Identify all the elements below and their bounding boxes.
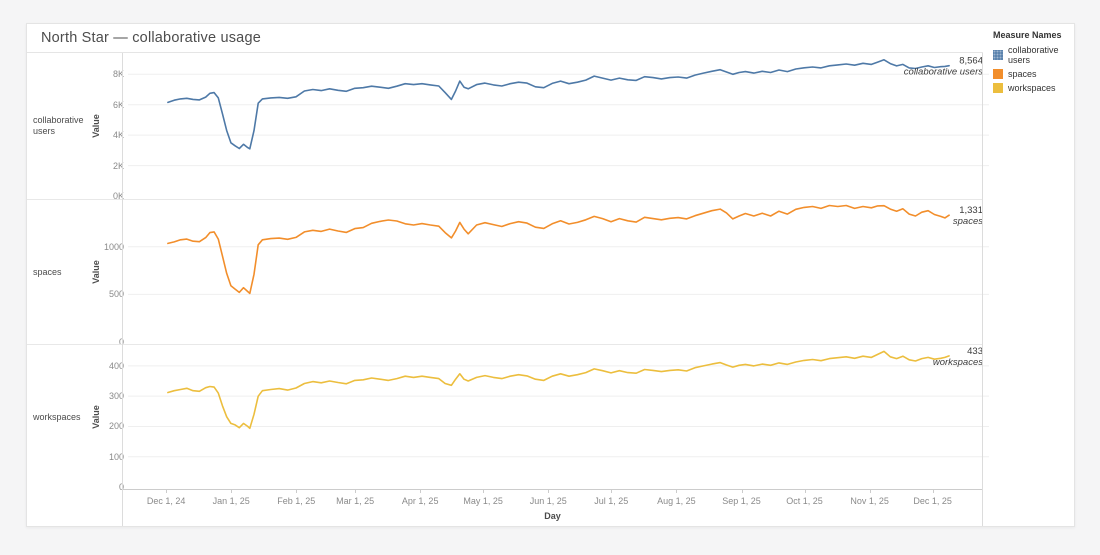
x-tick-label: Jul 1, 25 [594,496,629,506]
x-tick-mark [611,489,613,493]
row-label: workspaces [33,411,81,422]
x-tick-label: Aug 1, 25 [657,496,696,506]
legend-item-spaces[interactable]: spaces [993,69,1074,79]
x-tick-label: Jun 1, 25 [529,496,567,506]
x-tick-mark [869,489,871,493]
chart-row-collaborative-users: collaborative users Value 0K 2K 4K 6K 8K 8,564 c… [27,53,989,201]
dashboard-card: North Star — collaborative usage collabo… [26,23,1075,527]
x-tick-label: Feb 1, 25 [277,496,316,506]
y-tick-label: 2K [112,160,124,171]
x-tick-label: Dec 1, 25 [913,496,952,506]
legend-item-workspaces[interactable]: workspaces [993,83,1074,93]
y-axis-title: Value [91,114,101,138]
legend-item-collaborative-users[interactable]: collaborative users [993,45,1074,65]
end-series-name-label: workspaces [933,357,983,368]
y-axis-title: Value [91,260,101,284]
title-bar: North Star — collaborative usage [27,24,983,53]
y-tick-label: 0 [119,482,124,492]
y-tick-label: 1000 [103,241,124,252]
charts-area: collaborative users Value 0K 2K 4K 6K 8K 8,564 c… [27,53,989,492]
x-axis: Dec 1, 24 Jan 1, 25 Feb 1, 25 Mar 1, 25 Apr … [27,489,983,528]
legend: Measure Names collaborative users spaces w… [983,24,1074,526]
x-tick-mark [804,489,806,493]
y-tick-label: 6K [112,99,124,110]
plot-area-collaborative-users[interactable]: 8,564 collaborative users [128,53,989,199]
legend-item-label: spaces [1008,69,1037,79]
y-tick-label: 4K [112,130,124,141]
x-tick-mark [166,489,168,493]
x-tick-mark [296,489,298,493]
legend-swatch-icon [993,50,1003,60]
legend-swatch-icon [993,83,1003,93]
x-tick-label: Mar 1, 25 [336,496,375,506]
x-tick-label: May 1, 25 [463,496,503,506]
row-label: spaces [33,266,62,277]
x-tick-label: Oct 1, 25 [786,496,823,506]
legend-title: Measure Names [993,30,1062,40]
x-tick-label: Apr 1, 25 [401,496,439,506]
y-tick-label: 400 [108,360,124,371]
chart-row-workspaces: workspacesValue0100200300400433workspace… [27,344,989,492]
x-tick-mark [548,489,550,493]
legend-swatch-icon [993,69,1003,79]
y-tick-labels: 0 500 1000 [103,200,128,347]
x-axis-title: Day [544,511,561,521]
series-line-spaces[interactable] [167,204,950,295]
end-value-label: 433 [967,346,983,357]
row-label: collaborative users [33,115,84,136]
chart-panel: North Star — collaborative usage collabo… [27,24,989,528]
end-value-label: 1,331 [959,205,983,216]
series-line-collaborative-users[interactable] [167,59,950,150]
y-tick-label: 8K [112,69,124,80]
x-tick-mark [676,489,678,493]
y-tick-label: 0 [119,337,124,347]
legend-item-label: collaborative users [1008,45,1059,65]
x-tick-label: Nov 1, 25 [850,496,889,506]
end-value-label: 8,564 [959,56,983,67]
x-tick-label: Sep 1, 25 [722,496,761,506]
series-line-workspaces[interactable] [167,350,950,430]
y-tick-label: 200 [108,421,124,432]
page-title: North Star — collaborative usage [41,30,261,46]
x-axis-line [122,489,983,490]
y-axis-divider [122,53,123,526]
end-series-name-label: collaborative users [904,67,983,78]
y-tick-label: 0K [112,191,124,201]
x-tick-mark [483,489,485,493]
x-tick-label: Dec 1, 24 [146,496,186,506]
y-tick-labels: 0K 2K 4K 6K 8K [103,53,128,201]
y-tick-label: 300 [108,391,124,402]
x-tick-mark [231,489,233,493]
x-tick-mark [355,489,357,493]
legend-item-label: workspaces [1008,83,1056,93]
legend-items: collaborative users spaces workspaces [993,45,1074,93]
x-tick-mark [932,489,934,493]
y-tick-label: 500 [108,289,124,300]
y-tick-labels: 0 100 200 300 400 [103,345,128,492]
x-tick-label: Jan 1, 25 [212,496,250,506]
y-tick-label: 100 [108,451,124,462]
plot-right-border [982,53,983,526]
plot-area-workspaces[interactable]: 433 workspaces [128,345,989,489]
plot-area-spaces[interactable]: 1,331 spaces [128,200,989,344]
x-tick-mark [741,489,743,493]
y-axis-title: Value [91,405,101,429]
end-series-name-label: spaces [953,216,983,227]
x-tick-mark [420,489,422,493]
